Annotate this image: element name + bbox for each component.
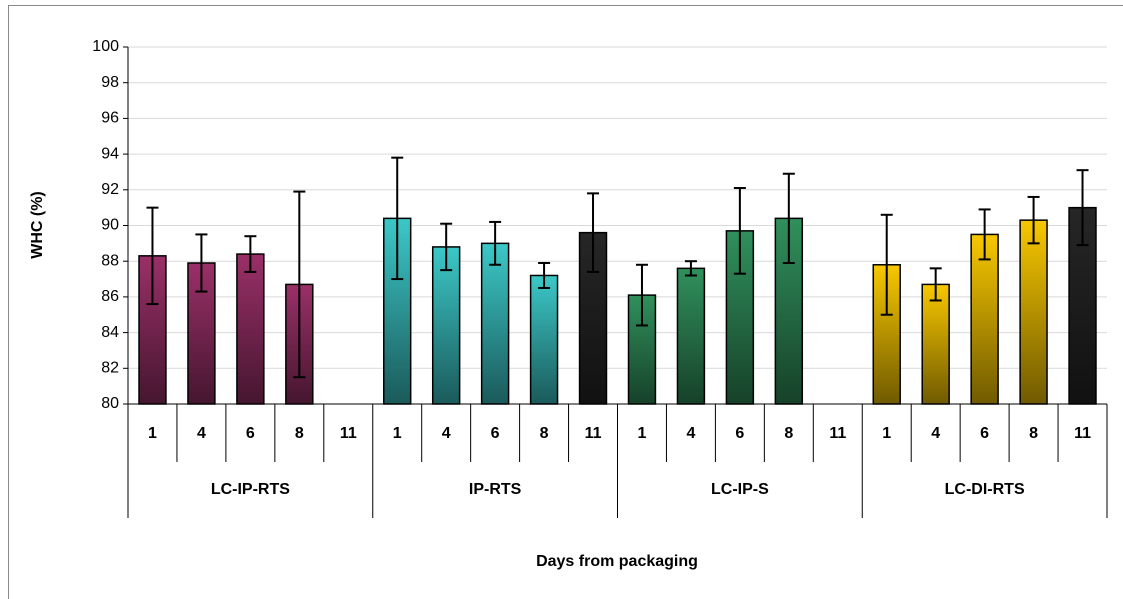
error-bar	[929, 267, 942, 302]
error-bar	[978, 208, 991, 261]
x-tick-label: 4	[197, 425, 206, 442]
x-tick-label: 8	[295, 425, 304, 442]
x-axis-label: Days from packaging	[536, 553, 698, 570]
x-tick-label: 6	[491, 425, 500, 442]
x-tick-label: 11	[585, 425, 602, 442]
x-tick-label: 4	[931, 425, 940, 442]
error-bar	[538, 261, 551, 289]
y-tick-label: 94	[101, 145, 119, 162]
x-tick-label: 6	[735, 425, 744, 442]
x-tick-label: 11	[1074, 425, 1091, 442]
x-tick-label: 1	[638, 425, 647, 442]
y-tick-label: 88	[101, 252, 119, 269]
y-tick-label: 82	[101, 360, 119, 377]
error-bar	[587, 192, 600, 273]
bar	[921, 283, 950, 405]
y-tick-label: 80	[101, 395, 119, 412]
error-bar	[1076, 169, 1089, 247]
error-bar	[195, 233, 208, 293]
y-axis-label: WHC (%)	[29, 191, 46, 259]
x-tick-label: 1	[393, 425, 402, 442]
x-tick-label: 11	[829, 425, 846, 442]
x-tick-label: 1	[882, 425, 891, 442]
error-bar	[733, 187, 746, 275]
y-tick-label: 90	[101, 217, 119, 234]
error-bar	[489, 220, 502, 266]
group-label: LC-DI-RTS	[945, 481, 1025, 498]
error-bar	[880, 213, 893, 316]
error-bar	[293, 190, 306, 379]
error-bar	[684, 260, 697, 277]
bar	[236, 253, 265, 405]
y-tick-label: 98	[101, 74, 119, 91]
group-label: IP-RTS	[469, 481, 522, 498]
y-tick-label: 100	[92, 38, 119, 55]
x-tick-label: 4	[686, 425, 695, 442]
x-tick-label: 4	[442, 425, 451, 442]
bar	[774, 217, 804, 405]
y-tick-label: 92	[101, 181, 119, 198]
group-label: LC-IP-RTS	[211, 481, 290, 498]
error-bar	[146, 206, 159, 306]
bar	[676, 267, 706, 405]
x-tick-label: 11	[340, 425, 357, 442]
x-tick-label: 8	[540, 425, 549, 442]
group-label: LC-IP-S	[711, 481, 769, 498]
y-tick-label: 96	[101, 110, 119, 127]
y-tick-label: 84	[101, 324, 119, 341]
bar	[480, 242, 510, 405]
x-tick-label: 8	[1029, 425, 1038, 442]
x-tick-label: 1	[148, 425, 157, 442]
error-bar	[1027, 195, 1040, 245]
frame	[8, 5, 1123, 599]
x-tick-label: 6	[980, 425, 989, 442]
bar	[431, 246, 461, 405]
y-tick-label: 86	[101, 288, 119, 305]
x-tick-label: 8	[784, 425, 793, 442]
error-bar	[391, 156, 404, 281]
error-bar	[635, 263, 648, 327]
error-bar	[440, 222, 453, 272]
x-tick-label: 6	[246, 425, 255, 442]
bar	[529, 274, 559, 405]
bar	[970, 233, 999, 405]
bar	[1019, 219, 1048, 405]
error-bar	[244, 235, 257, 273]
error-bar	[782, 172, 795, 264]
